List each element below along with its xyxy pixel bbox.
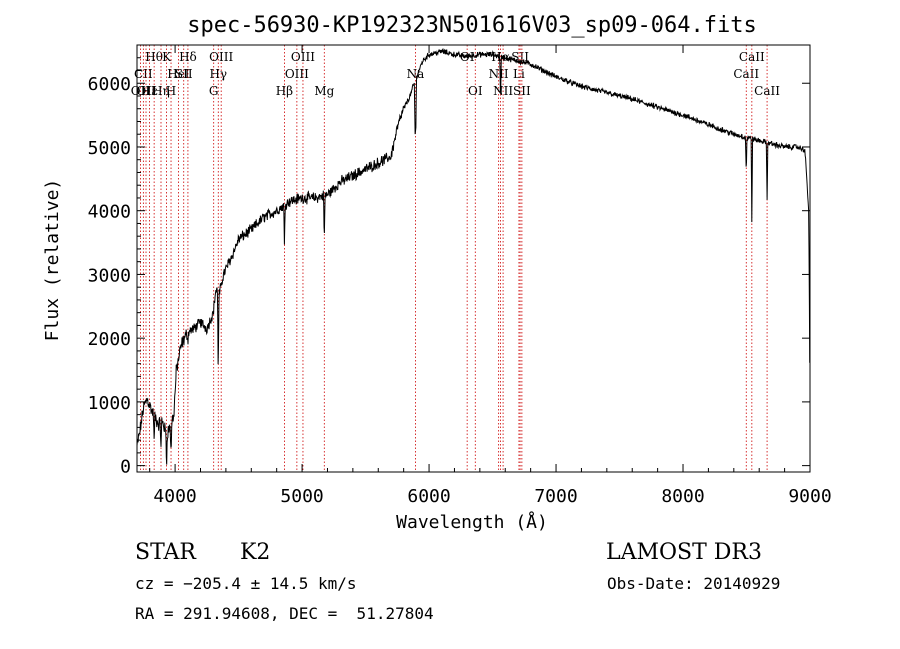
line-marker-label: OI xyxy=(468,84,483,98)
y-axis: 0 1000 2000 3000 4000 5000 6000 xyxy=(88,57,810,478)
line-marker-label: Hδ xyxy=(179,50,197,64)
coordinates: RA = 291.94608, DEC = 51.27804 xyxy=(135,604,434,623)
line-marker-label: NII xyxy=(489,67,509,81)
object-type: STAR xyxy=(135,540,196,565)
line-marker-label: Mg xyxy=(314,84,334,98)
line-marker-label: CaII xyxy=(754,84,780,98)
line-marker-label: Li xyxy=(513,67,525,81)
line-marker-label: OII xyxy=(131,84,151,98)
x-tick-label: 8000 xyxy=(661,486,704,507)
line-marker-label: Hε xyxy=(141,84,158,98)
x-tick-label: 5000 xyxy=(280,486,323,507)
x-axis: 4000 5000 6000 7000 8000 9000 xyxy=(149,45,832,507)
x-tick-label: 9000 xyxy=(788,486,831,507)
y-tick-label: 6000 xyxy=(88,74,131,95)
line-marker-label: OIII xyxy=(285,67,309,81)
x-tick-label: 4000 xyxy=(153,486,196,507)
line-marker-label: CaII xyxy=(739,50,765,64)
line-marker-label: Hα xyxy=(491,50,510,64)
observation-date: Obs-Date: 20140929 xyxy=(607,574,781,593)
line-marker-label: Hγ xyxy=(209,67,227,81)
spectrum-line xyxy=(136,48,811,465)
line-marker-label: SII xyxy=(513,84,531,98)
x-axis-label: Wavelength (Å) xyxy=(396,511,548,533)
line-marker-label: Hθ xyxy=(145,50,163,64)
y-tick-label: 4000 xyxy=(88,202,131,223)
line-marker-label: H xyxy=(166,84,176,98)
line-marker-label: OIII xyxy=(291,50,315,64)
line-marker-label: K xyxy=(162,50,172,64)
y-tick-label: 2000 xyxy=(88,329,131,350)
line-marker-label: OII xyxy=(136,84,156,98)
x-tick-label: 6000 xyxy=(407,486,450,507)
chart-title: spec-56930-KP192323N501616V03_sp09-064.f… xyxy=(187,13,757,38)
line-marker-label: NII xyxy=(493,84,513,98)
survey-name: LAMOST DR3 xyxy=(606,540,762,565)
spectrum-chart: spec-56930-KP192323N501616V03_sp09-064.f… xyxy=(42,13,832,533)
object-subclass: K2 xyxy=(240,540,271,565)
redshift-velocity: cz = −205.4 ± 14.5 km/s xyxy=(135,574,357,593)
line-marker-label: SII xyxy=(175,67,193,81)
line-marker-label: CaII xyxy=(733,67,759,81)
line-marker-label: Na xyxy=(407,67,425,81)
y-tick-label: 1000 xyxy=(88,393,131,414)
y-tick-label: 5000 xyxy=(88,138,131,159)
line-marker-label: OIII xyxy=(209,50,233,64)
line-marker-label: Hβ xyxy=(276,84,293,98)
x-tick-label: 7000 xyxy=(534,486,577,507)
y-tick-label: 0 xyxy=(120,457,131,478)
y-tick-label: 3000 xyxy=(88,265,131,286)
line-marker-label: HeI xyxy=(167,67,190,81)
plot-frame xyxy=(136,44,811,473)
line-marker-label: G xyxy=(209,84,219,98)
y-axis-label: Flux (relative) xyxy=(42,179,63,342)
line-markers: OIICIIOIIHεHθHηKHHeISIIHδGHγOIIIHβOIIIOI… xyxy=(131,45,780,472)
line-marker-label: Hη xyxy=(152,84,170,98)
